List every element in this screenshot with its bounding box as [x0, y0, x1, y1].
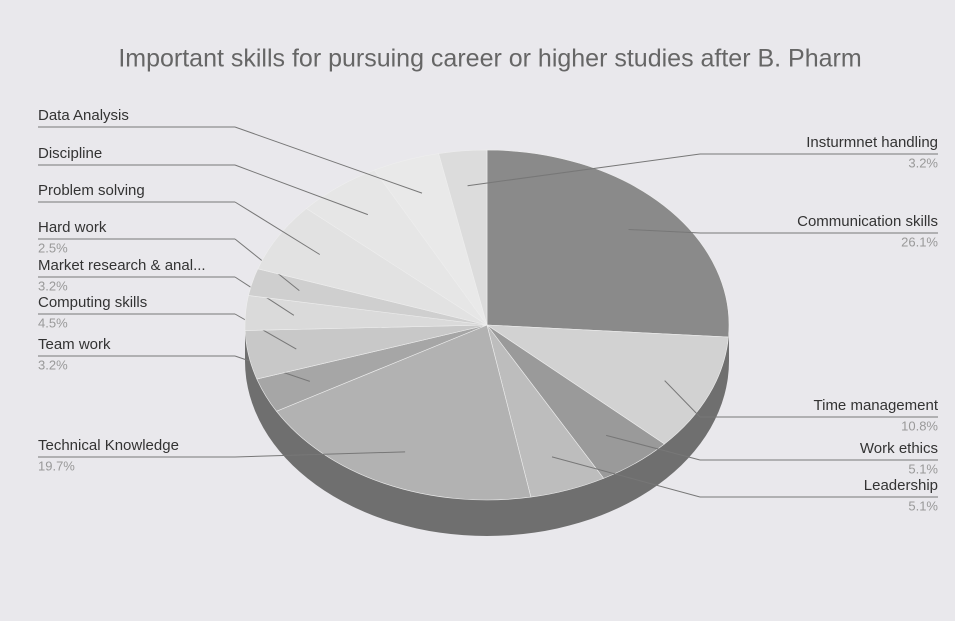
chart-title: Important skills for pursuing career or … — [118, 45, 861, 73]
value-label: 3.2% — [908, 155, 938, 170]
pie-slice — [438, 149, 488, 326]
value-label: 26.1% — [901, 234, 938, 249]
value-label: 10.8% — [901, 418, 938, 433]
leader-line — [664, 380, 701, 418]
slice-label: Data Analysis — [38, 107, 129, 124]
value-label: 3.2% — [38, 278, 68, 293]
slice-label: Team work — [38, 336, 111, 353]
slice-label: Time management — [814, 397, 939, 414]
slice-label: Work ethics — [860, 440, 938, 457]
slice-label: Computing skills — [38, 294, 147, 311]
pie-slice — [486, 149, 730, 338]
value-label: 19.7% — [38, 458, 75, 473]
leader-line — [606, 434, 701, 461]
slice-label: Leadership — [864, 477, 938, 494]
slice-label: Hard work — [38, 219, 107, 236]
pie-slice — [275, 324, 532, 501]
value-label: 3.2% — [38, 357, 68, 372]
value-label: 5.1% — [908, 461, 938, 476]
value-label: 5.1% — [908, 498, 938, 513]
leader-line — [234, 201, 321, 255]
slice-label: Technical Knowledge — [38, 437, 179, 454]
leader-line — [234, 126, 423, 194]
value-label: 2.5% — [38, 240, 68, 255]
slice-label: Insturmnet handling — [806, 134, 938, 151]
leader-line — [467, 153, 701, 187]
leader-line — [234, 164, 369, 216]
leader-line — [551, 456, 701, 498]
pie-slice — [485, 324, 729, 445]
slice-label: Market research & anal... — [38, 257, 206, 274]
value-label: 4.5% — [38, 315, 68, 330]
slice-label: Problem solving — [38, 182, 145, 199]
slice-label: Discipline — [38, 145, 102, 162]
leader-line — [234, 451, 406, 458]
leader-line — [628, 228, 701, 234]
slice-label: Communication skills — [797, 213, 938, 230]
